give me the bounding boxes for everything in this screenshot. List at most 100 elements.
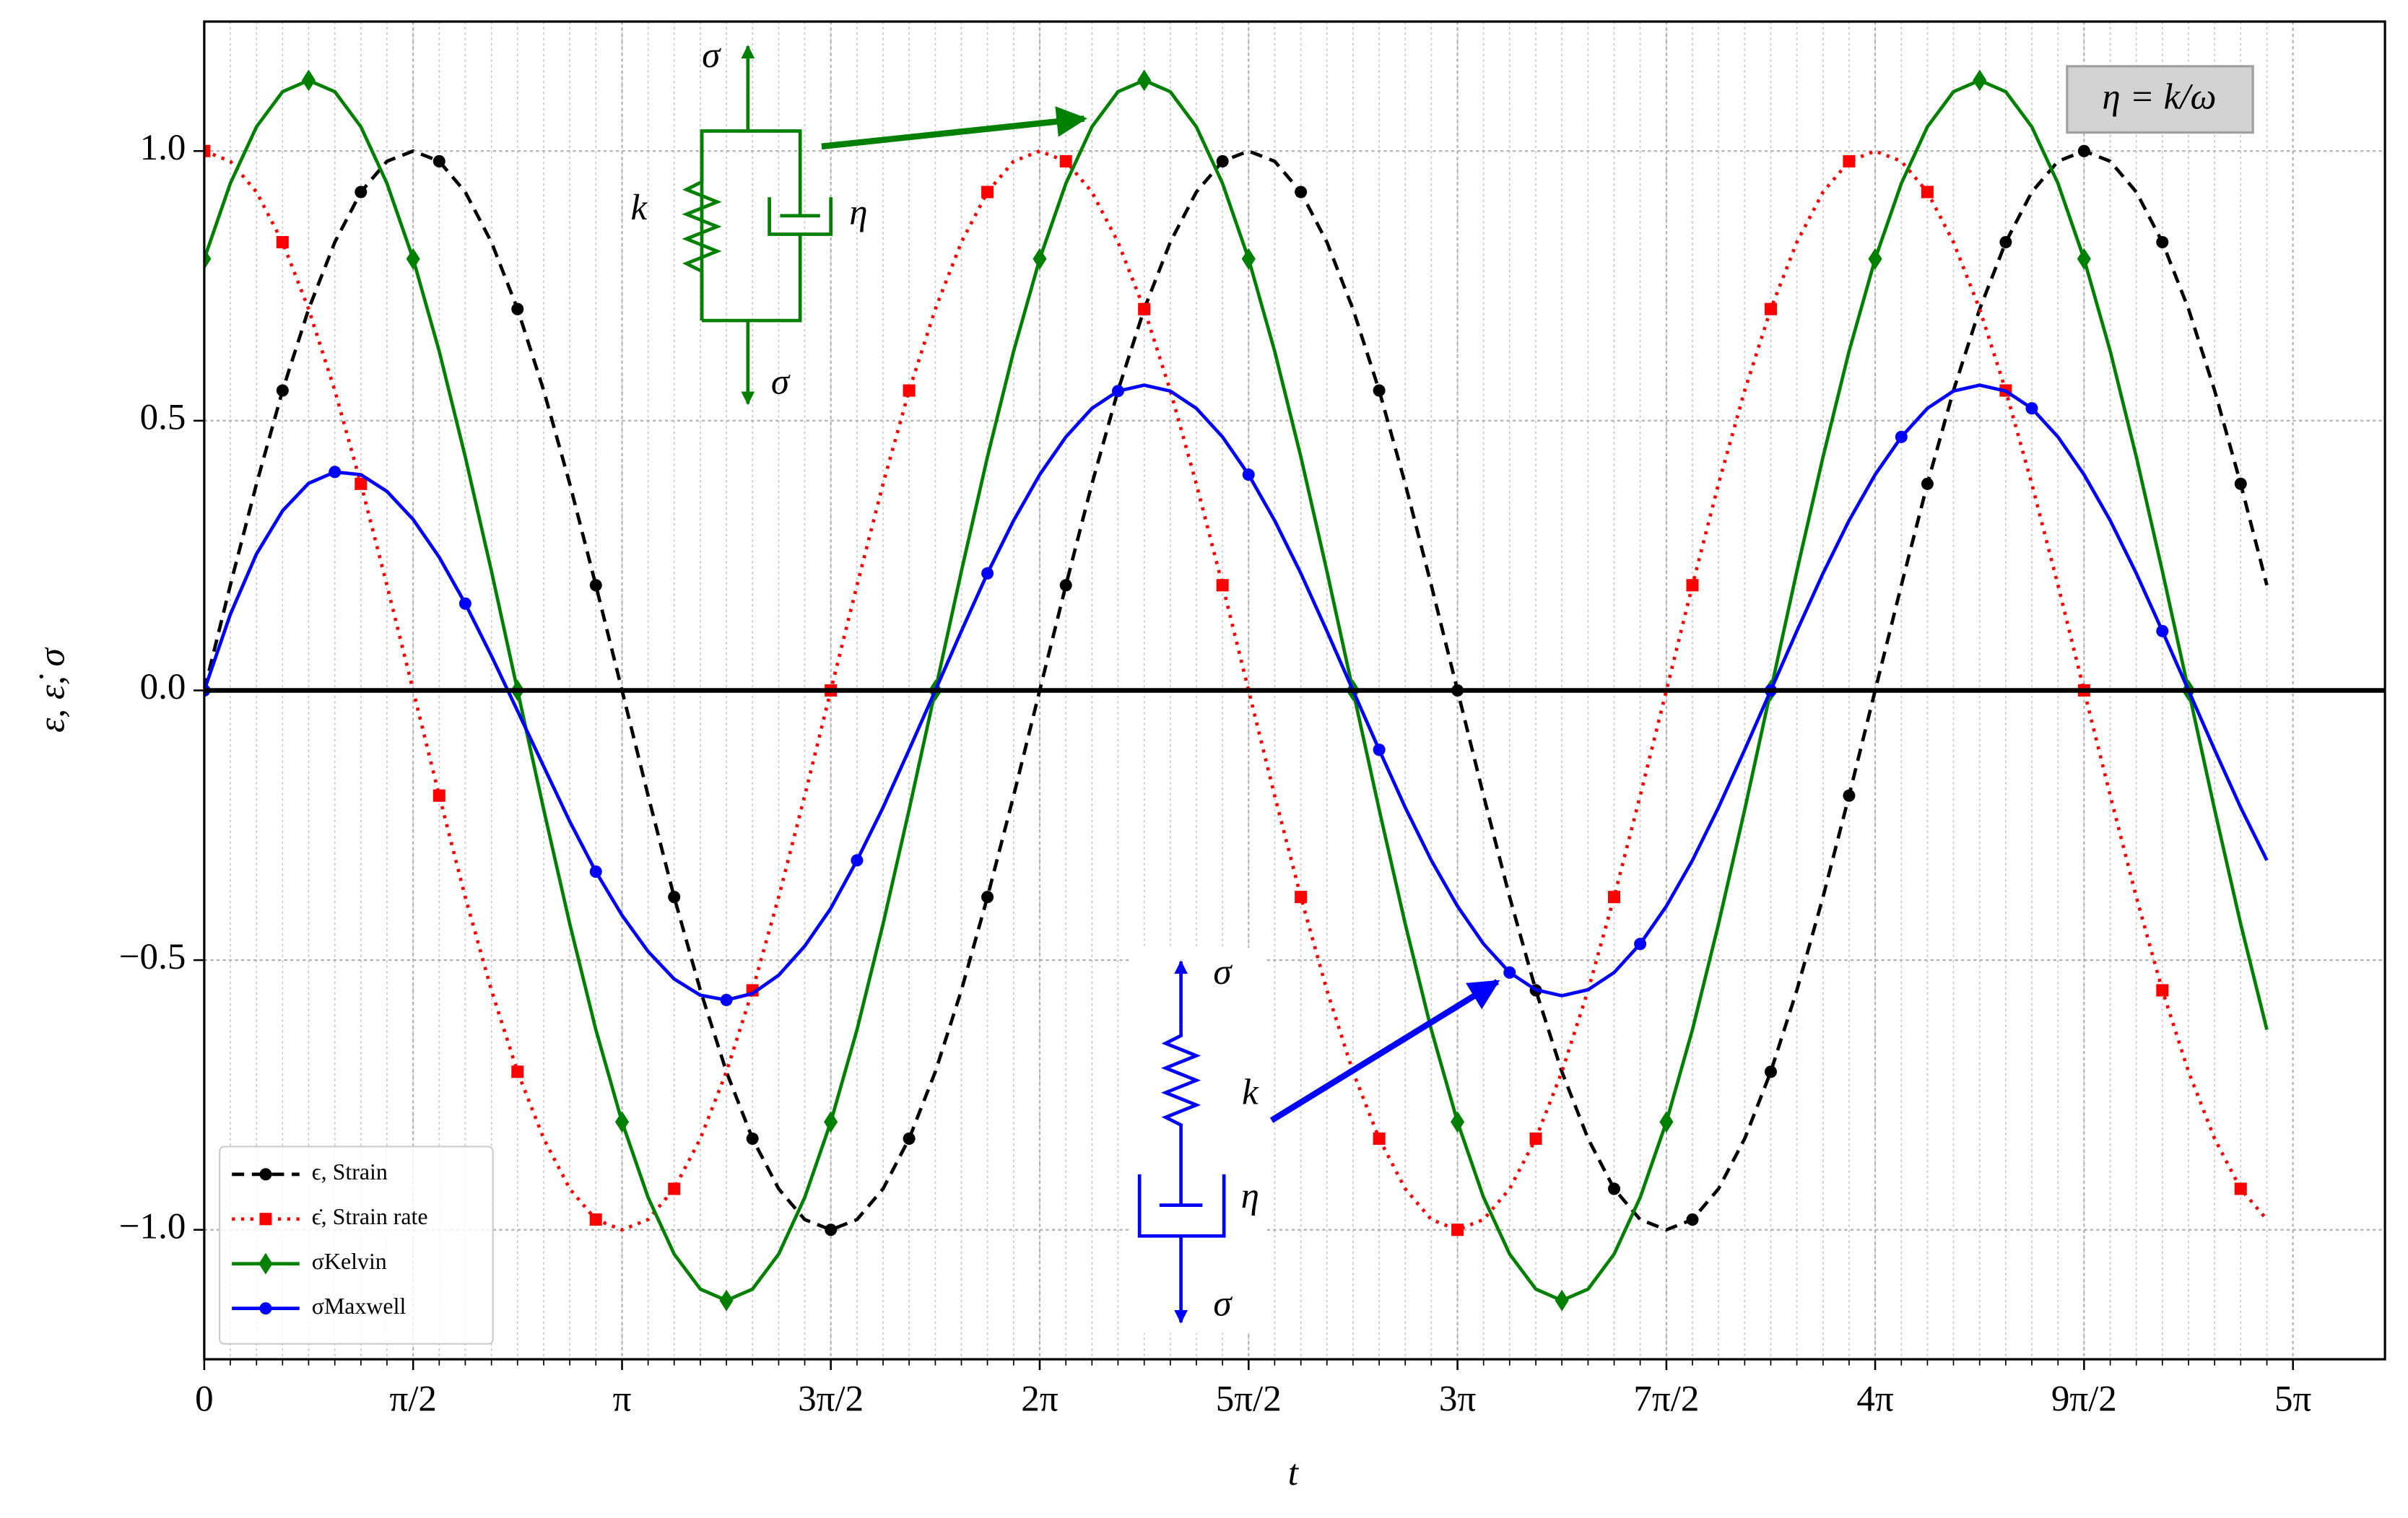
y-tick-label: 1.0: [140, 127, 186, 168]
marker: [458, 597, 471, 610]
marker: [1295, 891, 1308, 904]
legend-label: σMaxwell: [312, 1294, 407, 1319]
marker: [406, 248, 420, 270]
maxwell-top-label: σ: [1213, 951, 1233, 993]
marker: [1659, 1111, 1674, 1133]
marker: [2156, 984, 2169, 997]
y-tick-label: 0.5: [140, 397, 186, 438]
series-line: [204, 78, 2269, 1302]
x-tick-label: 9π/2: [2051, 1379, 2117, 1420]
marker: [1529, 1132, 1542, 1146]
marker: [433, 154, 445, 167]
marker: [2077, 144, 2090, 157]
marker: [1686, 579, 1699, 592]
marker: [258, 1252, 273, 1275]
marker: [589, 1213, 602, 1226]
marker: [668, 891, 681, 904]
x-tick-label: 2π: [1021, 1379, 1058, 1420]
marker: [1608, 891, 1621, 904]
marker: [981, 186, 994, 199]
marker: [1868, 248, 1882, 270]
marker: [1033, 248, 1047, 270]
marker: [1973, 69, 1987, 92]
maxwell-spring-label: k: [1242, 1072, 1259, 1113]
marker: [903, 384, 916, 397]
marker: [1686, 1213, 1699, 1226]
marker: [355, 186, 368, 199]
marker: [1111, 385, 1124, 398]
marker: [1059, 579, 1072, 592]
legend-label: ϵ̇, Strain rate: [312, 1204, 428, 1229]
marker: [1373, 384, 1386, 397]
marker: [276, 235, 289, 249]
kelvin-dashpot-label: η: [849, 192, 867, 233]
marker: [1373, 1132, 1386, 1146]
marker: [276, 384, 289, 397]
marker: [1634, 938, 1647, 951]
marker: [1843, 154, 1856, 167]
marker: [746, 1132, 759, 1146]
x-tick-label: 3π: [1439, 1379, 1476, 1420]
marker: [259, 1168, 272, 1181]
marker: [668, 1182, 681, 1195]
marker: [1216, 154, 1229, 167]
x-tick-label: 4π: [1856, 1379, 1893, 1420]
marker: [1764, 302, 1777, 315]
marker: [824, 1111, 838, 1133]
x-tick-label: π/2: [389, 1379, 436, 1420]
marker: [511, 1065, 524, 1078]
x-tick-label: 0: [195, 1379, 214, 1420]
maxwell-dashpot-label: η: [1241, 1175, 1259, 1216]
marker: [589, 579, 602, 592]
marker: [981, 567, 994, 580]
marker: [825, 1223, 838, 1236]
series-line: [204, 149, 2269, 1232]
kelvin-spring-label: k: [630, 187, 648, 228]
legend-label: ϵ, Strain: [312, 1159, 388, 1185]
marker: [1921, 186, 1934, 199]
kelvin-bottom-label: σ: [771, 361, 791, 402]
y-tick-label: −0.5: [119, 936, 186, 977]
marker: [1137, 69, 1152, 92]
marker: [903, 1132, 916, 1146]
marker: [1059, 154, 1072, 167]
plot-series: [204, 69, 2269, 1312]
marker: [2156, 235, 2169, 249]
marker: [259, 1213, 272, 1226]
legend-box: [219, 1146, 494, 1345]
marker: [1843, 789, 1856, 802]
plot-frame: [203, 20, 2386, 1361]
marker: [2234, 1182, 2247, 1195]
marker: [1373, 743, 1386, 756]
maxwell-diagram: [1129, 948, 1500, 1333]
marker: [2025, 402, 2038, 415]
y-axis-label: ε, ε̇, σ: [31, 647, 72, 733]
marker: [511, 302, 524, 315]
marker: [355, 477, 368, 490]
y-tick-label: 0.0: [140, 666, 186, 707]
marker: [259, 1302, 272, 1315]
marker: [1241, 248, 1256, 270]
y-tick-label: −1.0: [119, 1205, 186, 1247]
marker: [1295, 186, 1308, 199]
x-tick-label: 5π/2: [1216, 1379, 1282, 1420]
maxwell-bottom-label: σ: [1213, 1283, 1233, 1324]
marker: [204, 248, 212, 270]
marker: [1999, 235, 2012, 249]
marker: [1921, 477, 1934, 490]
x-tick-label: 7π/2: [1633, 1379, 1699, 1420]
x-tick-label: 3π/2: [798, 1379, 864, 1420]
marker: [1764, 1065, 1777, 1078]
x-tick-label: 5π: [2274, 1379, 2311, 1420]
eta-box: [2066, 65, 2254, 134]
marker: [719, 1289, 734, 1312]
marker: [614, 1111, 630, 1133]
kelvin-diagram: [682, 45, 1087, 406]
marker: [1216, 579, 1229, 592]
marker: [981, 891, 994, 904]
marker: [720, 993, 733, 1006]
marker: [329, 466, 342, 479]
marker: [1242, 468, 1255, 481]
